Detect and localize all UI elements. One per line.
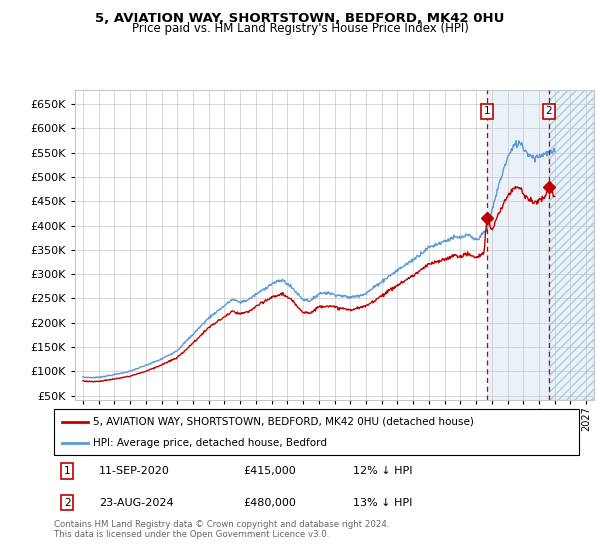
Text: 5, AVIATION WAY, SHORTSTOWN, BEDFORD, MK42 0HU: 5, AVIATION WAY, SHORTSTOWN, BEDFORD, MK… <box>95 12 505 25</box>
Text: 11-SEP-2020: 11-SEP-2020 <box>98 466 170 476</box>
Text: 2: 2 <box>546 106 553 116</box>
Text: 2: 2 <box>64 498 70 508</box>
Text: 23-AUG-2024: 23-AUG-2024 <box>98 498 173 508</box>
Text: 1: 1 <box>484 106 490 116</box>
Bar <box>487 90 594 400</box>
Text: 1: 1 <box>64 466 70 476</box>
Text: 13% ↓ HPI: 13% ↓ HPI <box>353 498 413 508</box>
Text: HPI: Average price, detached house, Bedford: HPI: Average price, detached house, Bedf… <box>94 438 328 448</box>
Text: 5, AVIATION WAY, SHORTSTOWN, BEDFORD, MK42 0HU (detached house): 5, AVIATION WAY, SHORTSTOWN, BEDFORD, MK… <box>94 417 474 427</box>
Text: Price paid vs. HM Land Registry's House Price Index (HPI): Price paid vs. HM Land Registry's House … <box>131 22 469 35</box>
Text: £415,000: £415,000 <box>243 466 296 476</box>
Text: This data is licensed under the Open Government Licence v3.0.: This data is licensed under the Open Gov… <box>54 530 329 539</box>
Text: Contains HM Land Registry data © Crown copyright and database right 2024.: Contains HM Land Registry data © Crown c… <box>54 520 389 529</box>
Text: £480,000: £480,000 <box>243 498 296 508</box>
Text: 12% ↓ HPI: 12% ↓ HPI <box>353 466 413 476</box>
Bar <box>549 90 594 400</box>
